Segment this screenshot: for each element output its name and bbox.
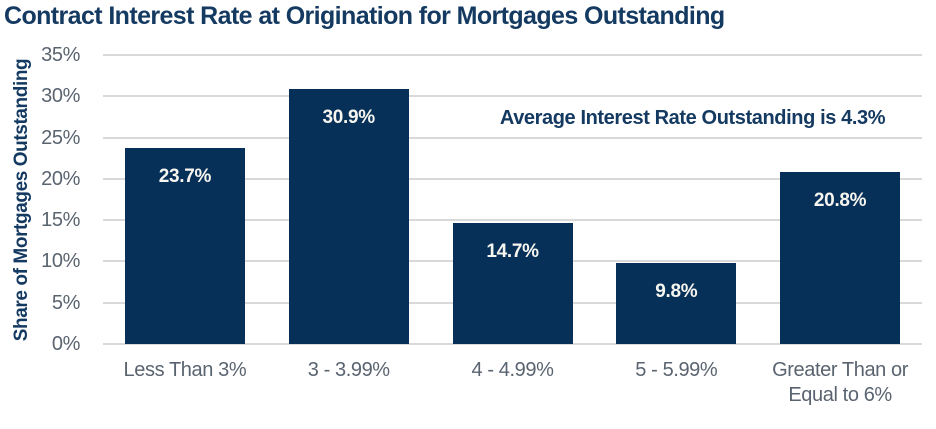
y-tick-label-35: 35% <box>41 44 80 66</box>
y-tick-label-10: 10% <box>41 250 80 273</box>
bar-value-label-3-3-99: 30.9% <box>322 106 376 128</box>
x-tick-label-less-than-3: Less Than 3% <box>123 359 247 381</box>
average-rate-annotation: Average Interest Rate Outstanding is 4.3… <box>499 107 886 129</box>
bar-3-3-99: 30.9% <box>288 88 409 344</box>
gridline-25 <box>103 136 922 139</box>
plot-area: 23.7% 30.9% 14.7% 9.8% 20.8% <box>103 54 922 345</box>
x-tick-label-3-3-99: 3 - 3.99% <box>307 359 390 381</box>
x-tick-label-5-5-99: 5 - 5.99% <box>635 359 718 381</box>
bar-value-label-less-than-3: 23.7% <box>158 166 212 188</box>
y-tick-label-20: 20% <box>41 167 80 190</box>
bar-less-than-3: 23.7% <box>124 148 245 344</box>
bar-greater-than-or-equal-to-6: 20.8% <box>780 172 901 344</box>
y-tick-label-0: 0% <box>51 333 81 355</box>
y-tick-label-5: 5% <box>51 291 81 314</box>
y-tick-label-30: 30% <box>41 85 80 108</box>
y-tick-label-15: 15% <box>41 209 80 232</box>
bar-value-label-5-5-99: 9.8% <box>655 281 698 303</box>
y-tick-label-25: 25% <box>41 126 80 149</box>
gridline-20 <box>103 177 922 180</box>
bar-value-label-4-4-99: 14.7% <box>486 240 539 262</box>
x-tick-label-greater-than-or-equal-to-6: Greater Than or Equal to 6% <box>772 359 909 406</box>
bar-5-5-99: 9.8% <box>616 263 737 344</box>
gridline-0 <box>103 343 922 345</box>
chart-title: Contract Interest Rate at Origination fo… <box>4 2 725 30</box>
bar-4-4-99: 14.7% <box>452 222 573 344</box>
bar-value-label-greater-than-or-equal-to-6: 20.8% <box>813 190 867 212</box>
gridline-35 <box>103 54 922 56</box>
gridline-15 <box>103 219 922 222</box>
x-tick-label-4-4-99: 4 - 4.99% <box>471 359 554 381</box>
gridline-30 <box>103 95 922 98</box>
